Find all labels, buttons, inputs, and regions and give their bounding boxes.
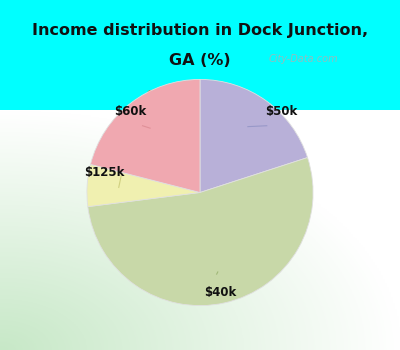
Text: Other residents: Other residents bbox=[146, 89, 254, 103]
Wedge shape bbox=[90, 79, 200, 193]
Wedge shape bbox=[87, 164, 200, 206]
Text: $40k: $40k bbox=[204, 286, 236, 299]
Text: Income distribution in Dock Junction,: Income distribution in Dock Junction, bbox=[32, 23, 368, 38]
Text: City-Data.com: City-Data.com bbox=[268, 54, 338, 64]
Wedge shape bbox=[200, 79, 308, 193]
Text: $60k: $60k bbox=[114, 105, 146, 118]
Text: $50k: $50k bbox=[265, 105, 298, 118]
Text: GA (%): GA (%) bbox=[169, 53, 231, 68]
Wedge shape bbox=[88, 158, 313, 306]
Text: $125k: $125k bbox=[84, 166, 124, 178]
